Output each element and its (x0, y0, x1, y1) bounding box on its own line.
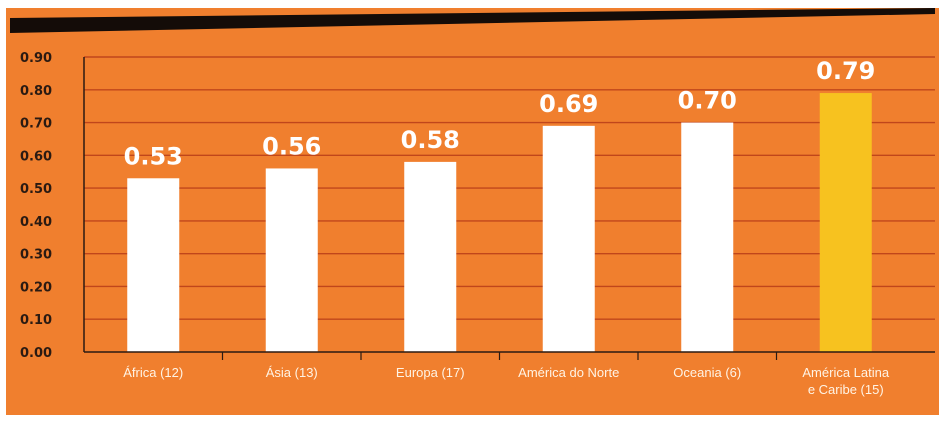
y-tick-label: 0.50 (20, 182, 52, 197)
category-labels: África (12) Ásia (13) Europa (17) América d… (123, 365, 890, 397)
y-tick-label: 0.70 (20, 117, 52, 132)
value-labels: 0.53 0.56 0.58 0.69 0.70 0.79 (124, 57, 876, 170)
bars (127, 93, 872, 353)
y-tick-label: 0.00 (20, 346, 52, 361)
y-tick-label: 0.90 (20, 51, 52, 66)
bar-value-label: 0.70 (678, 87, 737, 115)
bar-value-label: 0.79 (816, 57, 875, 85)
top-band (10, 8, 935, 33)
y-tick-label: 0.30 (20, 248, 52, 263)
y-tick-label: 0.40 (20, 215, 52, 230)
bar (265, 168, 318, 352)
y-tick-label: 0.20 (20, 280, 52, 295)
y-tick-label: 0.60 (20, 149, 52, 164)
category-label: América Latina e Caribe (15) (802, 365, 889, 397)
gridlines (84, 56, 935, 320)
category-label: Oceania (6) (673, 365, 741, 380)
x-axis (83, 57, 935, 360)
bar-value-label: 0.53 (124, 142, 183, 170)
bar (404, 161, 457, 352)
bar (127, 178, 180, 352)
category-label: Europa (17) (396, 365, 465, 380)
y-tick-label: 0.80 (20, 84, 52, 99)
bar (542, 125, 595, 352)
category-label: América do Norte (518, 365, 619, 380)
bar-value-label: 0.58 (401, 126, 460, 154)
y-axis-ticks: 0.00 0.10 0.20 0.30 0.40 0.50 0.60 0.70 0.80 0.90 (20, 51, 52, 361)
bar (819, 93, 872, 353)
category-label: Ásia (13) (266, 365, 318, 380)
bar-value-label: 0.56 (262, 132, 321, 160)
y-tick-label: 0.10 (20, 313, 52, 328)
bar-value-label: 0.69 (539, 90, 598, 118)
bar (681, 122, 734, 352)
category-label: África (12) (123, 365, 183, 380)
